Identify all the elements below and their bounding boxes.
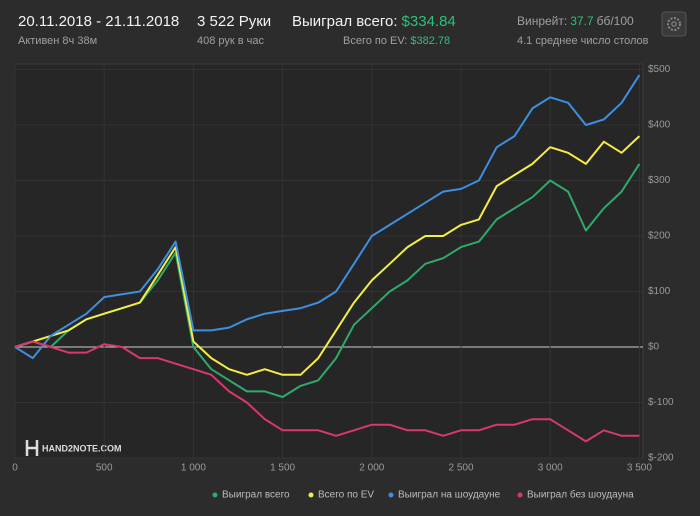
y-tick-label: $300 [648,175,671,186]
y-tick-label: $100 [648,286,671,297]
x-tick-label: 0 [12,463,18,474]
x-tick-label: 1 000 [181,463,206,474]
legend-marker [388,492,394,498]
x-tick-label: 3 000 [538,463,563,474]
date-range: 20.11.2018 - 21.11.2018 [18,13,179,30]
series-line [14,135,641,376]
winrate-unit: бб/100 [597,14,634,28]
x-tick-label: 3 500 [627,463,652,474]
hands: 3 522 Руки [197,13,271,30]
ev-value: $382.78 [410,35,450,47]
series-line [14,74,641,360]
winrate-value: 37.7 [570,14,594,28]
ev-total: Всего по EV: $382.78 [343,35,450,47]
legend-label: Выиграл без шоудауна [527,489,634,501]
settings-button[interactable] [661,11,687,37]
hands-per-hour: 408 рук в час [197,35,265,47]
plot-area [14,63,644,459]
legend-label: Выиграл всего [222,490,290,501]
legend-label: Всего по EV [318,490,374,501]
y-tick-label: $-100 [648,397,674,408]
active-time: Активен 8ч 38м [18,35,97,47]
y-tick-label: $400 [648,120,671,131]
legend-label: Выиграл на шоудауне [398,490,501,501]
x-tick-label: 2 000 [359,463,384,474]
legend-marker [517,492,523,498]
watermark-text: HAND2NOTE.COM [42,443,122,453]
y-tick-label: $200 [648,231,671,242]
ev-label: Всего по EV: [343,35,407,47]
y-tick-label: $-200 [648,453,674,464]
winrate: Винрейт: 37.7 бб/100 [517,14,634,28]
x-tick-label: 2 500 [449,463,474,474]
x-tick-label: 500 [96,463,113,474]
won-value: $334.84 [402,13,456,30]
watermark: HAND2NOTE.COM [25,440,122,456]
legend-marker [212,492,218,498]
series-line [14,340,640,443]
winrate-label: Винрейт: [517,14,567,28]
x-tick-label: 1 500 [270,463,295,474]
won-label: Выиграл всего: [292,13,398,30]
tables: 4.1 среднее число столов [517,35,649,47]
legend-marker [308,492,314,498]
won-total: Выиграл всего: $334.84 [292,13,456,30]
y-tick-label: $0 [648,342,660,353]
y-tick-label: $500 [648,64,671,75]
